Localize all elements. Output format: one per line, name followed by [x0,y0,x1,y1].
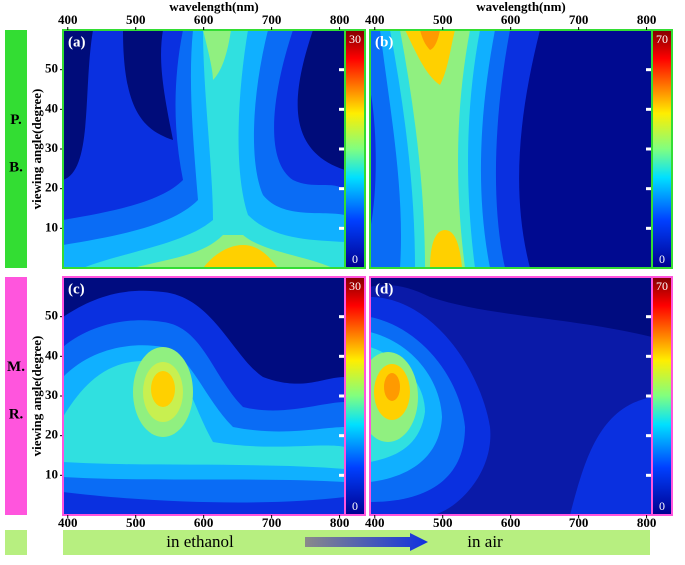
panel-label: (a) [68,34,86,50]
y-tick-label: 30 [45,387,58,402]
y-tick-label: 40 [45,100,58,115]
arrow [305,533,428,551]
row-strip [5,277,27,515]
y-tick-label: 50 [45,61,58,76]
colorbar [651,29,673,269]
colorbar [344,276,366,516]
y-axis-title: viewing angle(degree) [29,336,44,457]
colorbar-label: 0 [352,252,358,266]
y-tick-label: 50 [45,308,58,323]
x-tick-label: 700 [262,12,282,27]
x-tick-label: 700 [262,515,282,530]
x-tick-label: 500 [433,12,453,27]
contour-d [370,277,652,515]
colorbar-label: 30 [349,279,361,293]
x-tick-label: 800 [330,515,350,530]
y-axis-title: viewing angle(degree) [29,89,44,210]
x-tick-label: 500 [126,12,146,27]
x-tick-label: 800 [637,12,657,27]
colorbar-label: 0 [659,499,665,513]
condition-label: in air [467,532,503,551]
condition-label: in ethanol [166,532,234,551]
x-tick-label: 600 [194,515,214,530]
y-tick-label: 40 [45,347,58,362]
colorbar-label: 30 [349,32,361,46]
colorbar-label: 0 [352,499,358,513]
condition-swatch [5,530,27,555]
x-tick-label: 400 [58,515,78,530]
contour-c [63,277,345,515]
x-tick-label: 600 [501,515,521,530]
colorbar-label: 70 [656,32,668,46]
panel-label: (d) [375,281,393,297]
x-axis-title: wavelength(nm) [476,0,566,14]
y-tick-label: 20 [45,427,58,442]
contour-b [370,30,652,268]
panel-label: (b) [375,34,393,50]
x-tick-label: 400 [58,12,78,27]
x-tick-label: 500 [433,515,453,530]
x-tick-label: 400 [365,12,385,27]
x-tick-label: 800 [330,12,350,27]
x-axis-title: wavelength(nm) [169,0,259,14]
x-tick-label: 600 [194,12,214,27]
y-tick-label: 10 [45,219,58,234]
x-tick-label: 600 [501,12,521,27]
row-label: P. [10,112,22,128]
x-tick-label: 400 [365,515,385,530]
colorbar [651,276,673,516]
x-tick-label: 800 [637,515,657,530]
x-tick-label: 500 [126,515,146,530]
colorbar-label: 0 [659,252,665,266]
colorbar [344,29,366,269]
row-label: M. [7,359,25,375]
colorbar-label: 70 [656,279,668,293]
y-tick-label: 30 [45,140,58,155]
y-tick-label: 10 [45,466,58,481]
row-strip [5,30,27,268]
panel-label: (c) [68,281,85,297]
row-label: R. [9,406,24,422]
x-tick-label: 700 [569,12,589,27]
contour-a [63,30,345,268]
x-tick-label: 700 [569,515,589,530]
row-label: B. [9,159,23,175]
y-tick-label: 20 [45,180,58,195]
